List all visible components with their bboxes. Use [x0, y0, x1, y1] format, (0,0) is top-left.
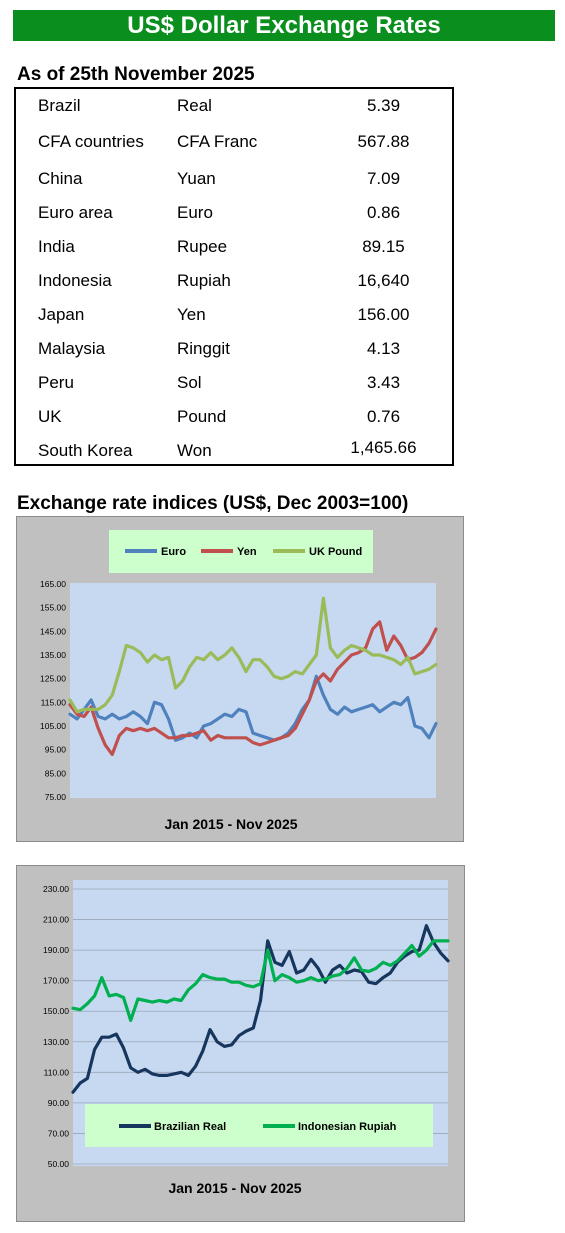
table-row: Euro area Euro 0.86 — [16, 203, 452, 229]
rate-cell: 7.09 — [366, 169, 401, 188]
x-axis-label: Jan 2015 - Nov 2025 — [164, 816, 297, 832]
country-cell: UK — [38, 407, 62, 426]
chart-panel-real-rupiah: 230.00 210.00 190.00 170.00 150.00 130.00 110.… — [16, 865, 465, 1222]
exchange-rates-table: Brazil Real 5.39 CFA countries CFA Franc… — [14, 87, 454, 466]
legend-label-indonesian-rupiah: Indonesian Rupiah — [298, 1121, 397, 1133]
y-tick-label: 70.00 — [48, 1128, 70, 1138]
currency-cell: Pound — [177, 407, 227, 426]
y-tick-label: 50.00 — [48, 1159, 70, 1169]
chart-panel-euro-yen-pound: Euro Yen UK Pound 165.00 155.00 145.00 135.… — [16, 516, 464, 842]
country-cell: Indonesia — [38, 271, 112, 290]
country-cell: Malaysia — [38, 339, 106, 358]
table-row: Indonesia Rupiah 16,640 — [16, 271, 452, 297]
rate-cell: 1,465.66 — [350, 438, 417, 457]
table-row: Japan Yen 156.00 — [16, 305, 452, 331]
currency-cell: Real — [177, 96, 212, 115]
country-cell: Japan — [38, 305, 85, 324]
table-row: South Korea Won 1,465.66 — [16, 438, 452, 464]
y-tick-label: 210.00 — [43, 915, 69, 925]
country-cell: CFA countries — [38, 132, 144, 151]
rate-cell: 89.15 — [362, 237, 405, 256]
as-of-date: As of 25th November 2025 — [17, 64, 255, 85]
table-row: CFA countries CFA Franc 567.88 — [16, 132, 452, 158]
y-tick-label: 170.00 — [43, 976, 69, 986]
y-tick-label: 155.00 — [40, 603, 66, 613]
y-tick-label: 150.00 — [43, 1006, 69, 1016]
table-row: Peru Sol 3.43 — [16, 373, 452, 399]
table-row: Brazil Real 5.39 — [16, 96, 452, 122]
legend-label-brazilian-real: Brazilian Real — [154, 1121, 226, 1133]
currency-cell: Rupiah — [177, 271, 231, 290]
currency-cell: Ringgit — [177, 339, 230, 358]
country-cell: China — [38, 169, 83, 188]
rate-cell: 3.43 — [366, 373, 401, 392]
y-tick-label: 75.00 — [45, 792, 67, 802]
y-tick-label: 115.00 — [41, 697, 67, 707]
y-tick-label: 85.00 — [45, 768, 67, 778]
currency-index-chart-2: 230.00 210.00 190.00 170.00 150.00 130.00 110.… — [43, 880, 450, 1196]
rate-cell: 156.00 — [357, 305, 410, 324]
y-tick-label: 90.00 — [48, 1098, 70, 1108]
currency-cell: CFA Franc — [177, 132, 258, 151]
y-tick-label: 95.00 — [45, 745, 67, 755]
rate-cell: 5.39 — [366, 96, 401, 115]
y-tick-label: 130.00 — [43, 1037, 69, 1047]
legend-label-euro: Euro — [161, 546, 186, 558]
plot-area — [70, 583, 436, 798]
y-tick-label: 105.00 — [40, 721, 66, 731]
y-tick-label: 230.00 — [43, 884, 69, 894]
series-line-uk-pound — [68, 596, 438, 714]
rate-cell: 0.86 — [366, 203, 401, 222]
x-axis-label: Jan 2015 - Nov 2025 — [168, 1180, 301, 1196]
y-tick-label: 125.00 — [40, 674, 66, 684]
table-row: China Yuan 7.09 — [16, 169, 452, 195]
rate-cell: 567.88 — [357, 132, 410, 151]
country-cell: Brazil — [38, 96, 81, 115]
currency-index-chart-1: Euro Yen UK Pound 165.00 155.00 145.00 135.… — [40, 530, 438, 832]
rate-cell: 4.13 — [366, 339, 401, 358]
y-tick-label: 165.00 — [40, 579, 66, 589]
y-tick-label: 145.00 — [40, 626, 66, 636]
currency-cell: Won — [177, 441, 212, 460]
indices-section-title: Exchange rate indices (US$, Dec 2003=100… — [17, 493, 409, 514]
currency-cell: Euro — [177, 203, 213, 222]
table-row: India Rupee 89.15 — [16, 237, 452, 263]
y-tick-label: 110.00 — [44, 1067, 70, 1077]
series-line-brazilian-real — [71, 924, 450, 1094]
country-cell: India — [38, 237, 75, 256]
series-line-euro — [68, 674, 438, 742]
country-cell: Peru — [38, 373, 74, 392]
table-row: UK Pound 0.76 — [16, 407, 452, 433]
series-line-indonesian-rupiah — [71, 939, 450, 1022]
y-tick-label: 190.00 — [43, 945, 69, 955]
y-tick-label: 135.00 — [40, 650, 66, 660]
legend-label-uk-pound: UK Pound — [309, 546, 362, 558]
currency-cell: Sol — [177, 373, 202, 392]
currency-cell: Yen — [177, 305, 206, 324]
table-row: Malaysia Ringgit 4.13 — [16, 339, 452, 365]
currency-cell: Rupee — [177, 237, 228, 256]
country-cell: South Korea — [38, 441, 133, 460]
rate-cell: 16,640 — [357, 271, 410, 290]
page-title: US$ Dollar Exchange Rates — [13, 10, 555, 41]
country-cell: Euro area — [38, 203, 113, 222]
series-line-yen — [68, 620, 438, 756]
legend-label-yen: Yen — [237, 546, 257, 558]
rate-cell: 0.76 — [366, 407, 401, 426]
currency-cell: Yuan — [177, 169, 216, 188]
